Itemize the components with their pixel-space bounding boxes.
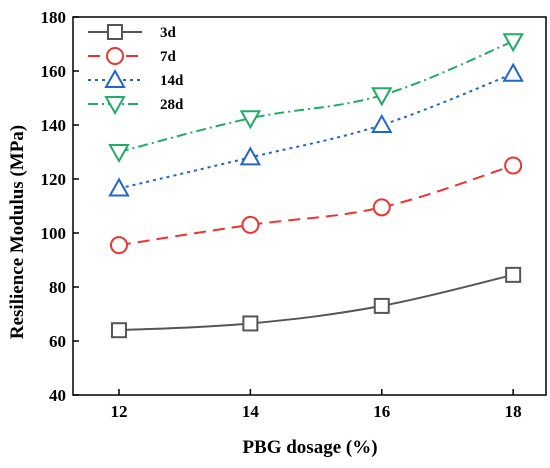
y-tick-label: 120 [41, 170, 67, 189]
legend: 3d 7d 14d 28d [88, 24, 184, 116]
series-line-7d [118, 164, 514, 247]
data-point-28d [502, 33, 524, 53]
series-line-14d [118, 72, 514, 190]
x-tick-label: 16 [373, 402, 390, 421]
legend-marker [104, 96, 126, 116]
data-point-14d [108, 177, 130, 197]
data-point-3d [242, 315, 259, 332]
x-tick-label: 14 [242, 402, 260, 421]
y-tick-label: 160 [41, 62, 67, 81]
data-point-14d [371, 113, 393, 133]
data-point-3d [505, 266, 522, 283]
y-tick-label: 140 [41, 116, 67, 135]
series-28d [108, 33, 524, 164]
x-axis-ticks: 12 14 16 18 [110, 389, 522, 421]
series-line-28d [118, 40, 514, 153]
series-line-3d [118, 273, 514, 332]
legend-marker [104, 68, 126, 88]
data-point-3d [373, 297, 390, 314]
y-tick-label: 80 [49, 278, 66, 297]
legend-item-14d: 14d [88, 68, 184, 89]
y-axis-label: Resilience Modulus (MPa) [7, 125, 28, 339]
series-3d [110, 266, 522, 339]
legend-item-3d: 3d [88, 24, 177, 41]
plot-frame [72, 16, 547, 396]
legend-label: 7d [160, 49, 177, 65]
data-point-28d [371, 87, 393, 107]
y-tick-label: 180 [41, 8, 67, 27]
data-point-7d [241, 215, 260, 234]
x-tick-label: 18 [505, 402, 522, 421]
legend-marker [107, 24, 123, 40]
data-point-28d [108, 144, 130, 164]
series-7d [109, 156, 523, 255]
y-axis-ticks: 40 60 80 100 120 140 160 180 [41, 8, 79, 405]
legend-item-7d: 7d [88, 47, 177, 65]
data-point-7d [504, 156, 523, 175]
series-group [108, 33, 524, 339]
legend-item-28d: 28d [88, 96, 184, 116]
x-tick-label: 12 [110, 402, 127, 421]
legend-label: 28d [160, 97, 184, 113]
legend-label: 3d [160, 25, 177, 41]
series-14d [108, 62, 524, 197]
data-point-14d [239, 146, 262, 166]
plot-axes [72, 16, 547, 396]
x-axis-label: PBG dosage (%) [242, 437, 377, 458]
y-tick-label: 40 [49, 386, 66, 405]
data-point-28d [239, 110, 262, 130]
data-point-3d [110, 322, 127, 339]
data-point-7d [109, 236, 128, 255]
data-point-7d [372, 198, 391, 217]
data-point-14d [502, 62, 524, 82]
legend-marker [106, 47, 124, 65]
legend-label: 14d [160, 73, 184, 89]
y-tick-label: 60 [49, 332, 66, 351]
y-tick-label: 100 [41, 224, 67, 243]
